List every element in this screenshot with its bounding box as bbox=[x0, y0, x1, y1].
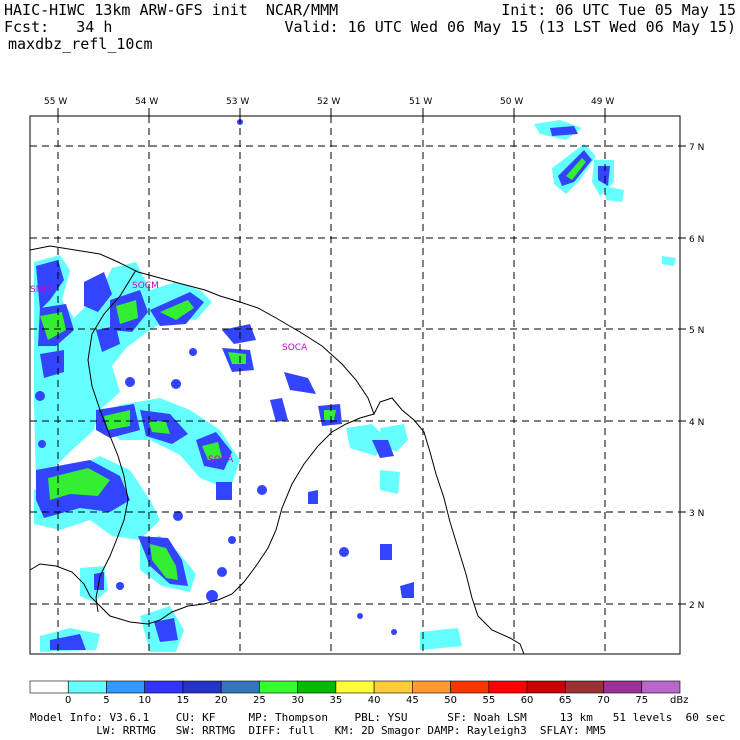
colorbar-tick-label: 0 bbox=[65, 695, 71, 706]
footer-physics-info: LW: RRTMG SW: RRTMG DIFF: full KM: 2D Sm… bbox=[30, 724, 607, 737]
colorbar-tick-label: 5 bbox=[103, 695, 109, 706]
footer-model-info: Model Info: V3.6.1 CU: KF MP: Thompson P… bbox=[30, 711, 726, 724]
lat-label: 7 N bbox=[689, 143, 704, 153]
lat-lon-grid bbox=[30, 116, 680, 654]
colorbar-swatch bbox=[29, 680, 69, 694]
lon-label: 52 W bbox=[317, 97, 340, 107]
colorbar-swatch bbox=[373, 680, 413, 694]
station-label-soca: SOCA bbox=[282, 343, 308, 353]
colorbar-swatch bbox=[450, 680, 490, 694]
colorbar-swatch bbox=[526, 680, 566, 694]
lat-label: 4 N bbox=[689, 418, 704, 428]
colorbar-tick-label: 15 bbox=[177, 695, 190, 706]
station-label-smjp: SMJP bbox=[30, 285, 52, 295]
lon-label: 50 W bbox=[500, 97, 523, 107]
header-valid-time: Valid: 16 UTC Wed 06 May 15 (13 LST Wed … bbox=[284, 18, 736, 36]
colorbar-swatch bbox=[67, 680, 107, 694]
map-frame bbox=[29, 115, 681, 655]
header-title: HAIC-HIWC 13km ARW-GFS init NCAR/MMM bbox=[4, 1, 339, 19]
lat-label: 2 N bbox=[689, 601, 704, 611]
reflectivity-cells bbox=[34, 119, 676, 652]
colorbar: 0 5 10 15 20 25 30 35 40 45 50 55 60 65 70 75 dBz bbox=[29, 680, 688, 706]
station-label-soca-2: SOCA bbox=[208, 455, 234, 465]
coastline-and-borders bbox=[29, 245, 525, 655]
colorbar-swatch bbox=[603, 680, 643, 694]
colorbar-tick-label: 10 bbox=[138, 695, 151, 706]
colorbar-swatch bbox=[335, 680, 375, 694]
colorbar-swatch bbox=[144, 680, 184, 694]
colorbar-tick-label: 30 bbox=[291, 695, 304, 706]
colorbar-swatch bbox=[488, 680, 528, 694]
colorbar-unit-label: dBz bbox=[670, 695, 688, 706]
colorbar-swatch bbox=[297, 680, 337, 694]
station-label-socm: SOCM bbox=[132, 281, 159, 291]
colorbar-tick-label: 75 bbox=[635, 695, 648, 706]
colorbar-tick-label: 20 bbox=[215, 695, 228, 706]
colorbar-swatch bbox=[564, 680, 604, 694]
lat-label: 3 N bbox=[689, 509, 704, 519]
lon-label: 54 W bbox=[135, 97, 158, 107]
colorbar-tick-label: 45 bbox=[406, 695, 419, 706]
header-forecast-hour: Fcst: 34 h bbox=[4, 18, 113, 36]
lon-label: 49 W bbox=[591, 97, 614, 107]
lon-label: 51 W bbox=[409, 97, 432, 107]
lat-label: 5 N bbox=[689, 326, 704, 336]
colorbar-swatch bbox=[182, 680, 222, 694]
colorbar-tick-label: 40 bbox=[368, 695, 381, 706]
colorbar-tick-label: 25 bbox=[253, 695, 266, 706]
colorbar-tick-label: 60 bbox=[521, 695, 534, 706]
header-init-time: Init: 06 UTC Tue 05 May 15 bbox=[501, 1, 736, 19]
colorbar-tick-label: 70 bbox=[597, 695, 610, 706]
colorbar-tick-label: 50 bbox=[444, 695, 457, 706]
colorbar-swatch bbox=[106, 680, 146, 694]
colorbar-tick-label: 35 bbox=[330, 695, 343, 706]
frame-ticks bbox=[57, 108, 686, 605]
colorbar-swatch bbox=[220, 680, 260, 694]
colorbar-swatch bbox=[641, 680, 681, 694]
lat-label: 6 N bbox=[689, 235, 704, 245]
colorbar-tick-label: 65 bbox=[559, 695, 572, 706]
colorbar-swatch bbox=[259, 680, 298, 694]
lon-label: 55 W bbox=[44, 97, 67, 107]
colorbar-tick-label: 55 bbox=[482, 695, 495, 706]
lon-label: 53 W bbox=[226, 97, 249, 107]
header-field-name: maxdbz_refl_10cm bbox=[8, 35, 153, 53]
colorbar-swatch bbox=[412, 680, 451, 694]
